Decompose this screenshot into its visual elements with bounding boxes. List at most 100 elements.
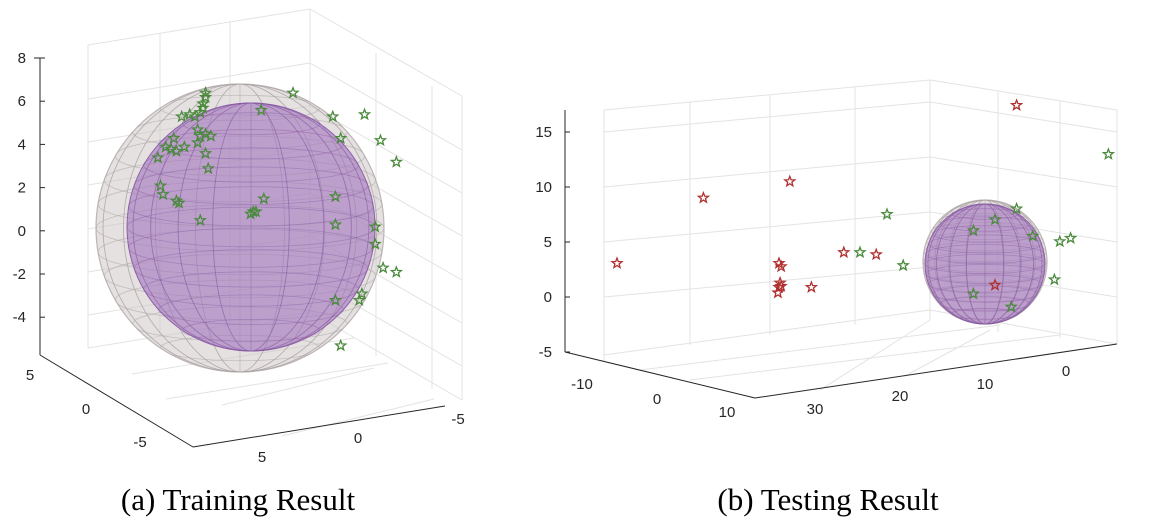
training-star-point [389, 154, 404, 168]
testing-z-tick-label: 0 [544, 289, 552, 306]
testing-z-tick-label: 5 [544, 234, 552, 251]
training-z-tick-label: -4 [13, 309, 26, 326]
training-x-tick-label: 0 [82, 401, 90, 418]
training-star-point [159, 139, 173, 153]
testing-star-point [783, 174, 797, 188]
training-star-point [167, 131, 181, 144]
training-star-point [249, 204, 263, 218]
training-plot: 8 6 4 2 0 -2 -4 5 0 -5 5 0 -5 (a) Training Result [13, 8, 465, 517]
training-star-point [198, 126, 213, 140]
training-caption: (a) Training Result [121, 482, 356, 517]
training-star-point [193, 213, 207, 227]
testing-x-tick-label: 0 [653, 391, 661, 408]
testing-star-point [1009, 98, 1024, 111]
training-z-tick-label: 2 [18, 180, 26, 197]
testing-star-point [772, 256, 786, 270]
testing-star-point [966, 286, 981, 300]
training-star-point [368, 237, 382, 250]
testing-plot: 15 10 5 0 -5 -10 0 10 30 20 10 0 (b) Testing Result [535, 79, 1118, 517]
training-star-point [333, 338, 348, 352]
testing-z-tick-label: 15 [535, 124, 552, 141]
testing-star-point [610, 256, 624, 270]
inner-sphere-b [924, 203, 1046, 325]
testing-star-point [896, 258, 910, 272]
testing-star-point [696, 190, 711, 204]
testing-x-tick-label: 10 [719, 404, 736, 421]
testing-star-point [837, 245, 851, 259]
testing-points [610, 98, 1116, 313]
training-star-point [328, 293, 343, 306]
training-star-point [204, 129, 218, 142]
training-star-point [151, 150, 165, 164]
training-star-point [198, 146, 213, 160]
training-x-tick-label: -5 [133, 434, 146, 451]
testing-caption: (b) Testing Result [717, 482, 939, 517]
training-star-point [174, 109, 189, 123]
training-star-point [156, 187, 170, 201]
training-star-point [198, 90, 213, 103]
testing-star-point [774, 279, 788, 292]
testing-z-tick-label: 10 [535, 179, 552, 196]
training-star-point [198, 85, 213, 99]
training-star-point [326, 109, 340, 123]
training-star-point [182, 107, 197, 121]
training-star-point [257, 191, 271, 205]
training-star-point [190, 135, 205, 149]
testing-star-point [1063, 231, 1078, 244]
training-star-point [376, 260, 390, 274]
testing-star-point [1009, 201, 1024, 215]
training-star-point [254, 103, 268, 116]
testing-star-point [1053, 234, 1067, 248]
testing-y-tick-label: 20 [892, 388, 909, 405]
training-z-tick-label: 6 [18, 93, 26, 110]
testing-x-tick-label: -10 [571, 376, 593, 393]
testing-star-point [804, 280, 819, 293]
training-points [151, 85, 404, 352]
training-star-point [172, 196, 186, 209]
training-star-point [368, 219, 382, 233]
training-star-point [196, 96, 210, 110]
training-star-point [190, 122, 205, 136]
testing-y-tick-label: 10 [977, 376, 994, 393]
training-star-point [328, 189, 343, 203]
testing-y-tick-label: 30 [807, 401, 824, 418]
training-z-tick-label: 8 [18, 50, 26, 67]
training-y-tick-label: 0 [354, 430, 362, 447]
training-z-tick-label: 4 [18, 136, 26, 153]
training-z-tick-label: 0 [18, 223, 26, 240]
training-y-tick-label: -5 [451, 411, 464, 428]
training-star-point [201, 161, 215, 175]
training-star-point [177, 139, 192, 153]
training-star-point [357, 107, 372, 121]
training-star-point [328, 217, 343, 231]
testing-star-point [853, 245, 867, 259]
training-star-point [373, 133, 388, 147]
testing-star-point [988, 278, 1002, 291]
training-star-point [286, 85, 300, 99]
testing-star-point [1026, 228, 1040, 242]
testing-y-tick-label: 0 [1062, 363, 1070, 380]
testing-axes [564, 110, 1118, 399]
training-x-tick-label: 5 [26, 367, 34, 384]
testing-star-point [966, 223, 981, 237]
testing-star-point [774, 259, 788, 273]
testing-star-point [988, 212, 1002, 226]
testing-star-point [869, 247, 883, 261]
training-axes [34, 57, 446, 448]
training-star-point [355, 286, 369, 300]
training-y-tick-label: 5 [258, 449, 266, 466]
training-z-tick-label: -2 [13, 266, 26, 283]
training-star-point [352, 293, 366, 306]
inner-sphere-a [126, 102, 376, 352]
testing-star-point [1101, 147, 1116, 161]
training-star-point [333, 131, 348, 144]
testing-star-point [880, 207, 894, 220]
training-star-point [389, 265, 404, 278]
testing-star-point [1004, 299, 1018, 313]
training-star-point [153, 178, 168, 192]
testing-z-tick-label: -5 [539, 344, 552, 361]
testing-star-point [1047, 272, 1062, 286]
testing-star-point [771, 285, 785, 299]
testing-grid [603, 79, 1118, 391]
